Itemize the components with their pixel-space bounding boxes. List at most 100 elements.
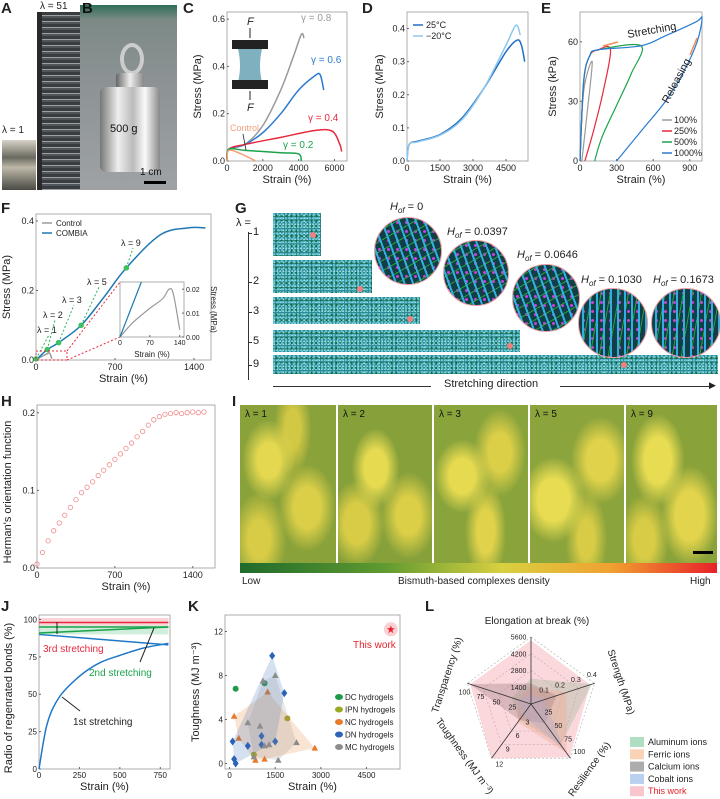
x-tick-label: 0 — [118, 340, 122, 347]
x-tick-label: 700 — [108, 362, 123, 372]
second-stretching-label: 2nd stretching — [89, 668, 152, 679]
hof-sub: of — [397, 206, 405, 216]
radar-tick-label: 5600 — [511, 635, 527, 642]
data-point — [90, 479, 96, 485]
g-lambda-tick — [248, 365, 252, 366]
data-point — [269, 651, 276, 660]
pointer-arrow — [139, 627, 155, 663]
y-tick-label: 0.1 — [392, 123, 405, 133]
hof-value: 0 — [417, 201, 424, 213]
chart-d: 0 1500 3000 4500 0.0 0.1 0.2 0.3 0.4 Strain (%) St… — [374, 11, 529, 186]
legend-label: NC hydrogels — [345, 718, 393, 727]
y-tick-label: 0.0 — [392, 156, 405, 166]
chart-h: 0 700 1400 0.0 0.1 0.2 Strain (%) Herman's orie… — [2, 404, 216, 593]
category-region — [247, 675, 297, 761]
g-lambda-tick — [248, 312, 252, 313]
data-point — [201, 409, 207, 415]
data-point — [56, 520, 62, 526]
data-point — [232, 685, 239, 692]
x-tick-label: 140 — [174, 340, 186, 347]
g-lambda-2: 2 — [253, 275, 260, 287]
zoom-circle-1 — [374, 217, 442, 285]
hof-label-5: Hof = 0.1673 — [653, 274, 714, 289]
data-point — [162, 411, 168, 417]
third-stretching-label: 3rd stretching — [43, 644, 104, 655]
data-point — [84, 484, 90, 490]
data-point — [184, 410, 190, 416]
x-tick-label: 0 — [224, 163, 229, 173]
radar-tick-label: 75 — [564, 737, 572, 744]
y-tick-label: 0 — [33, 765, 38, 774]
x-axis-label: Strain (%) — [80, 781, 129, 793]
heatmap-label: λ = 2 — [343, 409, 365, 420]
radar-area — [469, 683, 557, 724]
panel-label-h: H — [1, 393, 12, 410]
data-point — [34, 561, 40, 567]
data-point — [311, 744, 319, 751]
series-line — [38, 633, 169, 646]
data-point — [112, 456, 118, 462]
x-tick-label: 250 — [73, 771, 87, 780]
data-point — [51, 528, 57, 534]
series-line-combia — [35, 226, 206, 361]
x-tick-label: 70 — [146, 340, 154, 347]
weight-lifting-photo: 500 g 1 cm — [80, 5, 177, 190]
colorbar-title: Bismuth-based complexes density — [398, 576, 550, 587]
chart-l: 14002800420056000.10.20.30.4255075100369… — [430, 616, 707, 799]
panel-label-l: L — [425, 598, 435, 615]
g-lambda-3: 3 — [253, 305, 260, 317]
lambda-51-label: λ = 51 — [40, 1, 68, 12]
radar-tick-label: 0.1 — [539, 688, 549, 695]
pointer-arrow — [61, 696, 81, 712]
radar-area — [511, 678, 592, 746]
x-tick-label: 0 — [37, 771, 42, 780]
legend-swatch — [335, 694, 343, 700]
y-tick-label: 4 — [219, 716, 224, 725]
heatmap-lambda-1: λ = 1 — [240, 405, 336, 563]
y-tick-label: 0 — [573, 156, 578, 166]
x-tick-label: 600 — [646, 163, 661, 173]
control-pointer-arrow — [242, 133, 247, 151]
series-line-500- — [579, 43, 643, 162]
lambda-1-label: λ = 1 — [2, 125, 24, 136]
series-line-control — [226, 149, 256, 162]
x-tick-label: 1500 — [266, 771, 284, 780]
hof-symbol: H — [447, 226, 455, 238]
clamp-bottom — [232, 80, 268, 89]
data-point — [101, 467, 107, 473]
legend-label: 100% — [674, 115, 697, 125]
chart-j: 0 250 500 750 0 25 50 75 100 Strain (%) Radio of r… — [3, 614, 171, 793]
lambda-guide — [125, 247, 134, 269]
y-tick-label: 0.2 — [212, 109, 225, 119]
radar-grid — [466, 636, 596, 759]
radar-area — [470, 640, 591, 759]
series-label: Control — [230, 123, 259, 133]
g-lambda-1: 1 — [253, 226, 260, 238]
hof-symbol: H — [390, 201, 398, 213]
g-lambda-9: 9 — [253, 358, 260, 370]
hof-value: 0.1030 — [608, 274, 642, 286]
chart-k: 0 1500 3000 4500 0 4 8 12 Strain (%) Toughness (M… — [190, 614, 401, 793]
panel-label-k: K — [188, 598, 199, 615]
data-point — [258, 732, 265, 740]
chart-c: 0 2000 4000 6000 0.0 0.2 0.4 0.6 Strain (%) Stres… — [192, 11, 348, 186]
x-axis-label: Strain (%) — [617, 174, 666, 186]
x-axis-label: Strain (%) — [443, 174, 492, 186]
radar-tick-label: 4200 — [511, 651, 527, 658]
x-tick-label: 2000 — [253, 163, 273, 173]
y-axis-label: Stress (MPa) — [374, 54, 386, 118]
colorbar-low-label: Low — [242, 576, 261, 587]
sample-point-2 — [357, 286, 363, 292]
lambda-label: λ = 9 — [121, 238, 141, 248]
radar-grid — [482, 653, 580, 745]
x-axis-label: Strain (%) — [134, 350, 170, 359]
hof-symbol: H — [581, 274, 589, 286]
series-line--20-c — [406, 24, 522, 162]
radar-tick-label: 9 — [506, 747, 510, 754]
legend-label: This work — [648, 786, 687, 796]
legend-swatch — [335, 719, 343, 725]
legend-label: MC hydrogels — [345, 743, 394, 752]
first-stretching-label: 1st stretching — [73, 717, 132, 728]
data-point — [39, 549, 46, 556]
g-lambda-label: λ = — [236, 217, 251, 229]
